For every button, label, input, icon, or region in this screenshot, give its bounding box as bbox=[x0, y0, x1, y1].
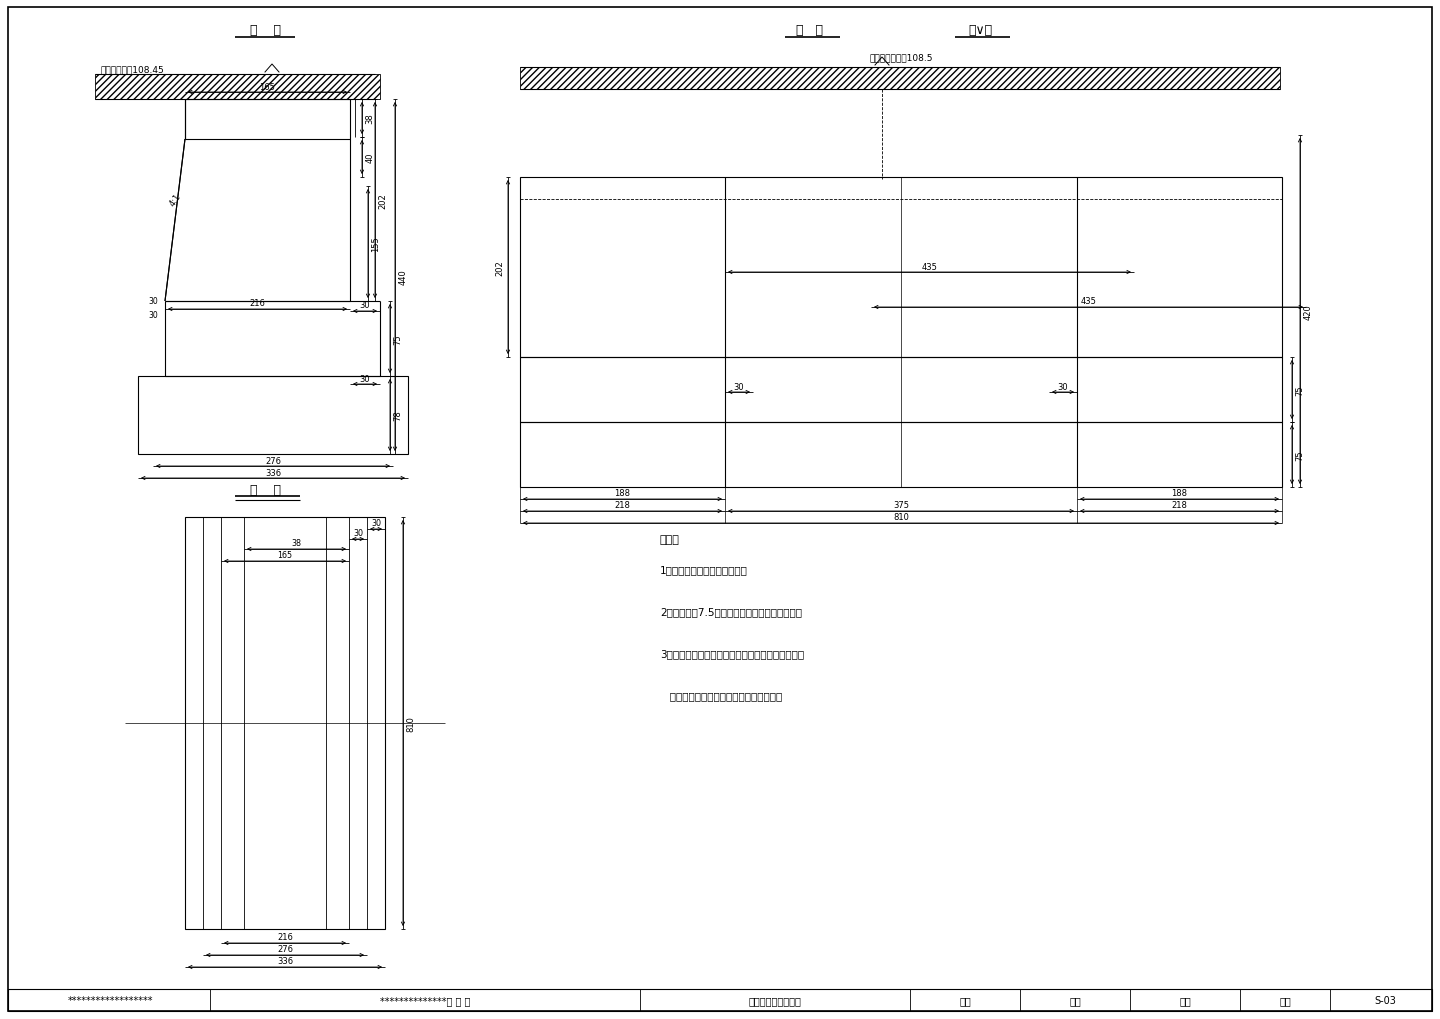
Bar bbox=[520, 423, 1282, 487]
Text: 165: 165 bbox=[278, 551, 292, 560]
Text: 188: 188 bbox=[1172, 489, 1188, 498]
Text: 30: 30 bbox=[148, 310, 158, 319]
Text: 30: 30 bbox=[372, 519, 382, 528]
Text: 1、本图尺寸均以厘米为单位。: 1、本图尺寸均以厘米为单位。 bbox=[660, 565, 747, 575]
Text: 40: 40 bbox=[366, 153, 374, 163]
Bar bbox=[138, 377, 408, 454]
Text: 75: 75 bbox=[393, 334, 403, 344]
Bar bbox=[95, 75, 380, 100]
Text: 30: 30 bbox=[353, 529, 363, 538]
Text: 810: 810 bbox=[406, 715, 416, 732]
Text: 440: 440 bbox=[399, 269, 408, 285]
Text: 38: 38 bbox=[366, 113, 374, 124]
Text: 3、本桥台不设侵墙，整个桑榘材料用透水性好的材: 3、本桥台不设侵墙，整个桑榘材料用透水性好的材 bbox=[660, 648, 804, 658]
Bar bbox=[520, 358, 1282, 423]
Text: 30: 30 bbox=[360, 374, 370, 383]
Text: 2、桥台系用7.5号水泥沙浆牀筑，缝隙分功勾。: 2、桥台系用7.5号水泥沙浆牀筑，缝隙分功勾。 bbox=[660, 606, 802, 616]
Text: 75: 75 bbox=[1296, 385, 1305, 395]
Text: 435: 435 bbox=[1080, 298, 1096, 306]
Text: 276: 276 bbox=[265, 457, 281, 465]
Text: 30: 30 bbox=[1058, 382, 1068, 391]
Text: 30: 30 bbox=[734, 382, 744, 391]
Text: 188: 188 bbox=[615, 489, 631, 498]
Text: S-03: S-03 bbox=[1374, 995, 1395, 1005]
Text: 平    面: 平 面 bbox=[249, 483, 281, 496]
Text: 30: 30 bbox=[360, 302, 370, 310]
Text: 一、二号桥台构造图: 一、二号桥台构造图 bbox=[749, 995, 802, 1005]
Text: 背∨面: 背∨面 bbox=[968, 23, 992, 37]
Text: ******************: ****************** bbox=[68, 995, 153, 1005]
Bar bbox=[520, 68, 1280, 90]
Bar bbox=[9, 989, 1431, 1011]
Text: 路基边缘标高108.45: 路基边缘标高108.45 bbox=[99, 65, 164, 74]
Text: 435: 435 bbox=[922, 262, 937, 271]
Text: 38: 38 bbox=[291, 539, 301, 548]
Bar bbox=[184, 518, 384, 929]
Text: 75: 75 bbox=[1296, 449, 1305, 461]
Bar bbox=[520, 178, 1282, 358]
Text: 202: 202 bbox=[495, 260, 504, 275]
Text: 行车道路面标高108.5: 行车道路面标高108.5 bbox=[870, 53, 933, 62]
Text: 420: 420 bbox=[1303, 304, 1312, 320]
Text: 336: 336 bbox=[265, 468, 281, 477]
Text: 料填塩（如：河卤石砂砖、砖石砂等）。: 料填塩（如：河卤石砂砖、砖石砂等）。 bbox=[660, 690, 782, 700]
Text: 218: 218 bbox=[615, 501, 631, 510]
Text: 侧    面: 侧 面 bbox=[249, 23, 281, 37]
Text: 165: 165 bbox=[259, 83, 275, 92]
Text: 4:1: 4:1 bbox=[167, 192, 183, 208]
Text: 810: 810 bbox=[893, 513, 909, 522]
Text: 设计: 设计 bbox=[959, 995, 971, 1005]
Text: 78: 78 bbox=[393, 411, 403, 421]
Text: 202: 202 bbox=[379, 193, 387, 209]
Text: 216: 216 bbox=[249, 300, 265, 308]
Text: 336: 336 bbox=[276, 957, 294, 966]
Text: 276: 276 bbox=[276, 945, 292, 954]
Text: 图号: 图号 bbox=[1279, 995, 1290, 1005]
Text: 218: 218 bbox=[1172, 501, 1188, 510]
Text: 附注：: 附注： bbox=[660, 535, 680, 544]
Text: 审核: 审核 bbox=[1179, 995, 1191, 1005]
Text: 复核: 复核 bbox=[1068, 995, 1081, 1005]
Text: 30: 30 bbox=[148, 298, 158, 306]
Text: **************石 拱 桥: **************石 拱 桥 bbox=[380, 995, 471, 1005]
Text: 155: 155 bbox=[372, 236, 380, 252]
Text: 375: 375 bbox=[893, 501, 909, 510]
Text: 正   面: 正 面 bbox=[796, 23, 824, 37]
Text: 216: 216 bbox=[276, 932, 292, 942]
